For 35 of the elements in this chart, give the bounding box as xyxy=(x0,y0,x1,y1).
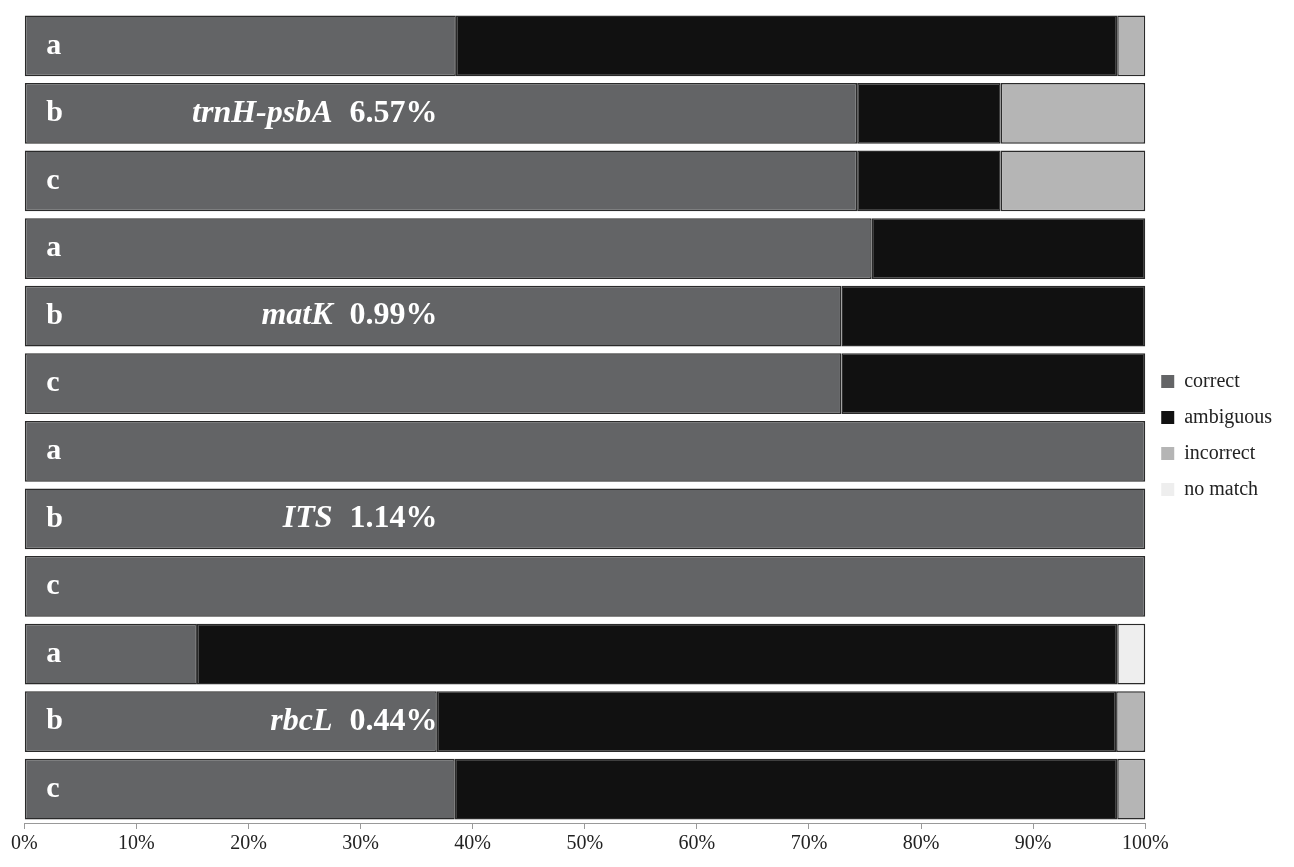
x-tick-label: 60% xyxy=(678,831,716,854)
y-tick-label: b xyxy=(46,94,64,128)
y-tick-label: c xyxy=(46,364,60,398)
annotation: 0.99% xyxy=(349,295,438,332)
annotation: 1.14% xyxy=(349,498,438,535)
annotation: trnH-psbA xyxy=(192,92,333,129)
y-tick-label: a xyxy=(46,229,62,263)
legend-label: no match xyxy=(1184,476,1259,499)
legend-label: correct xyxy=(1184,368,1241,391)
y-tick-label: b xyxy=(46,296,64,330)
y-tick-label: b xyxy=(46,702,64,736)
x-tick-label: 80% xyxy=(902,831,940,854)
x-tick-label: 50% xyxy=(566,831,604,854)
legend-label: incorrect xyxy=(1184,440,1256,463)
y-tick-label: b xyxy=(46,499,64,533)
x-tick-label: 30% xyxy=(342,831,379,854)
annotation: 0.44% xyxy=(349,700,438,737)
annotation: ITS xyxy=(281,498,333,535)
annotation: matK xyxy=(261,295,336,332)
annotation: 6.57% xyxy=(349,92,438,129)
annotation: rbcL xyxy=(270,700,333,737)
y-tick-label: c xyxy=(46,769,60,803)
x-tick-label: 0% xyxy=(10,831,38,854)
x-tick-label: 10% xyxy=(118,831,155,854)
x-tick-label: 100% xyxy=(1121,831,1169,854)
y-tick-label: a xyxy=(46,26,62,60)
y-tick-label: c xyxy=(46,161,60,195)
x-tick-label: 70% xyxy=(790,831,828,854)
x-tick-label: 40% xyxy=(454,831,492,854)
legend-label: ambiguous xyxy=(1184,404,1273,428)
x-tick-label: 90% xyxy=(1014,831,1052,854)
y-tick-label: a xyxy=(46,634,62,668)
y-tick-label: a xyxy=(46,432,62,466)
y-tick-label: c xyxy=(46,567,60,601)
x-tick-label: 20% xyxy=(230,831,267,854)
